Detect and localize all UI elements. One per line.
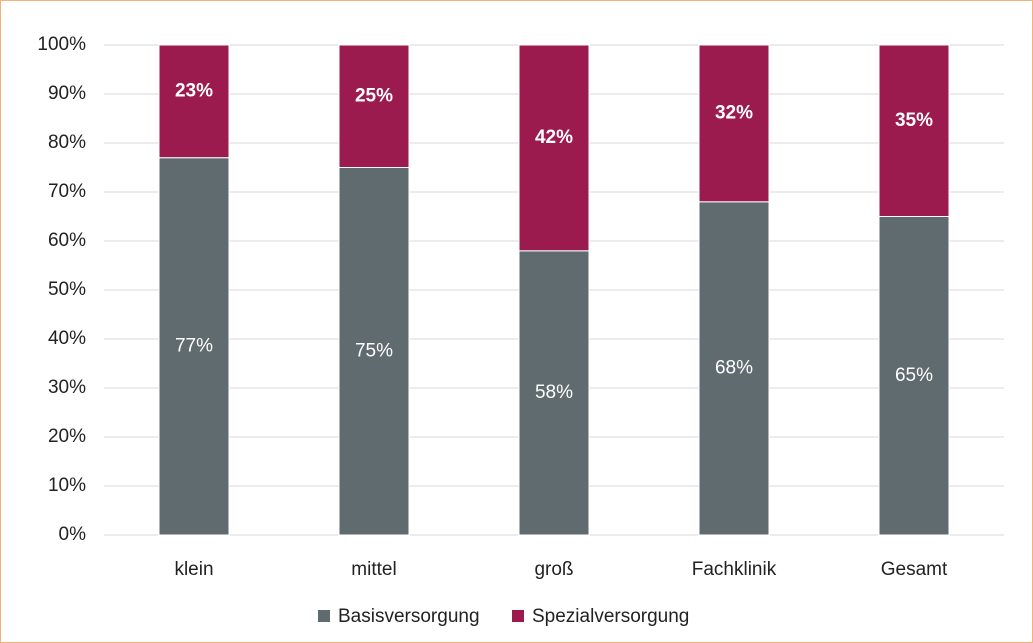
y-tick-label: 80% — [48, 132, 86, 153]
y-tick-label: 30% — [48, 377, 86, 398]
y-tick-label: 50% — [48, 279, 86, 300]
x-tick-label: mittel — [351, 559, 396, 580]
legend-label: Basisversorgung — [338, 606, 480, 627]
legend-swatch — [512, 610, 524, 622]
data-label: 35% — [895, 110, 933, 131]
bar-segment — [518, 250, 590, 536]
y-tick-label: 90% — [48, 83, 86, 104]
bar-segment — [338, 44, 410, 168]
data-label: 65% — [895, 365, 933, 386]
y-tick-label: 60% — [48, 230, 86, 251]
bar-segment — [158, 157, 230, 536]
data-label: 58% — [535, 382, 573, 403]
data-label: 25% — [355, 85, 393, 106]
legend-swatch — [318, 610, 330, 622]
data-label: 68% — [715, 357, 753, 378]
y-tick-label: 40% — [48, 328, 86, 349]
data-label: 23% — [175, 80, 213, 101]
y-tick-label: 0% — [59, 524, 87, 545]
bar-segment — [698, 44, 770, 203]
bar-segment — [158, 44, 230, 159]
data-label: 32% — [715, 102, 753, 123]
x-tick-label: klein — [174, 559, 213, 580]
data-label: 42% — [535, 127, 573, 148]
data-label: 77% — [175, 335, 213, 356]
x-tick-label: Fachklinik — [692, 559, 777, 580]
bar-segment — [878, 44, 950, 217]
legend-label: Spezialversorgung — [532, 606, 689, 627]
bar-segment — [518, 44, 590, 252]
bar-segment — [878, 216, 950, 536]
y-tick-label: 100% — [37, 34, 86, 55]
y-tick-label: 10% — [48, 475, 86, 496]
x-tick-label: groß — [534, 559, 573, 580]
data-label: 75% — [355, 340, 393, 361]
y-tick-label: 70% — [48, 181, 86, 202]
y-tick-label: 20% — [48, 426, 86, 447]
x-tick-label: Gesamt — [881, 559, 948, 580]
bar-segment — [698, 201, 770, 536]
bar-segment — [338, 167, 410, 536]
